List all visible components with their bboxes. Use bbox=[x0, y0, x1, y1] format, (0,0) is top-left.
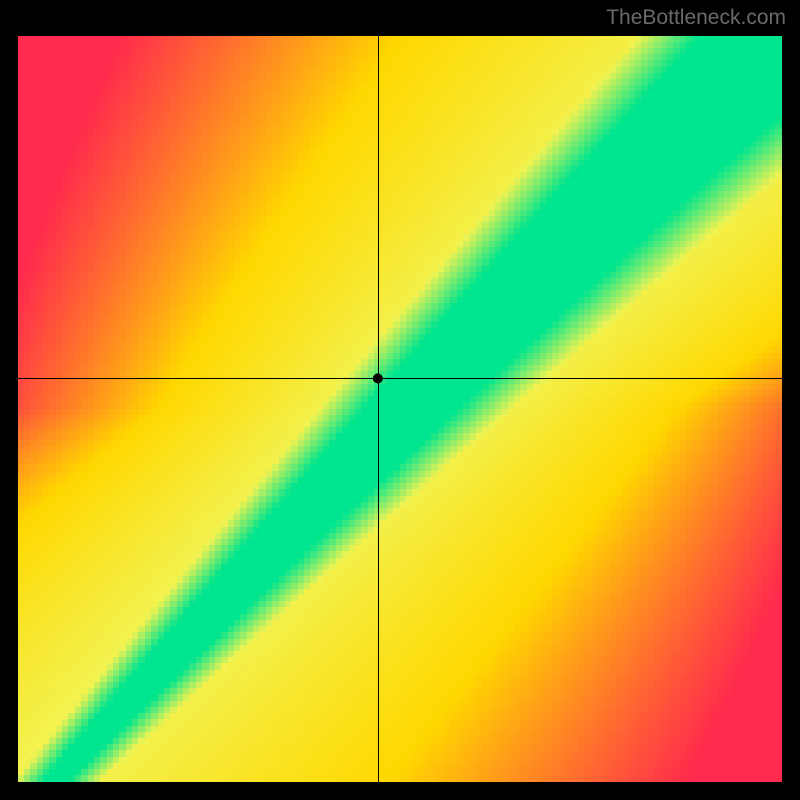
watermark-text: TheBottleneck.com bbox=[606, 6, 786, 30]
plot-area bbox=[18, 36, 782, 782]
heatmap-canvas bbox=[18, 36, 782, 782]
figure-frame: TheBottleneck.com bbox=[0, 0, 800, 800]
